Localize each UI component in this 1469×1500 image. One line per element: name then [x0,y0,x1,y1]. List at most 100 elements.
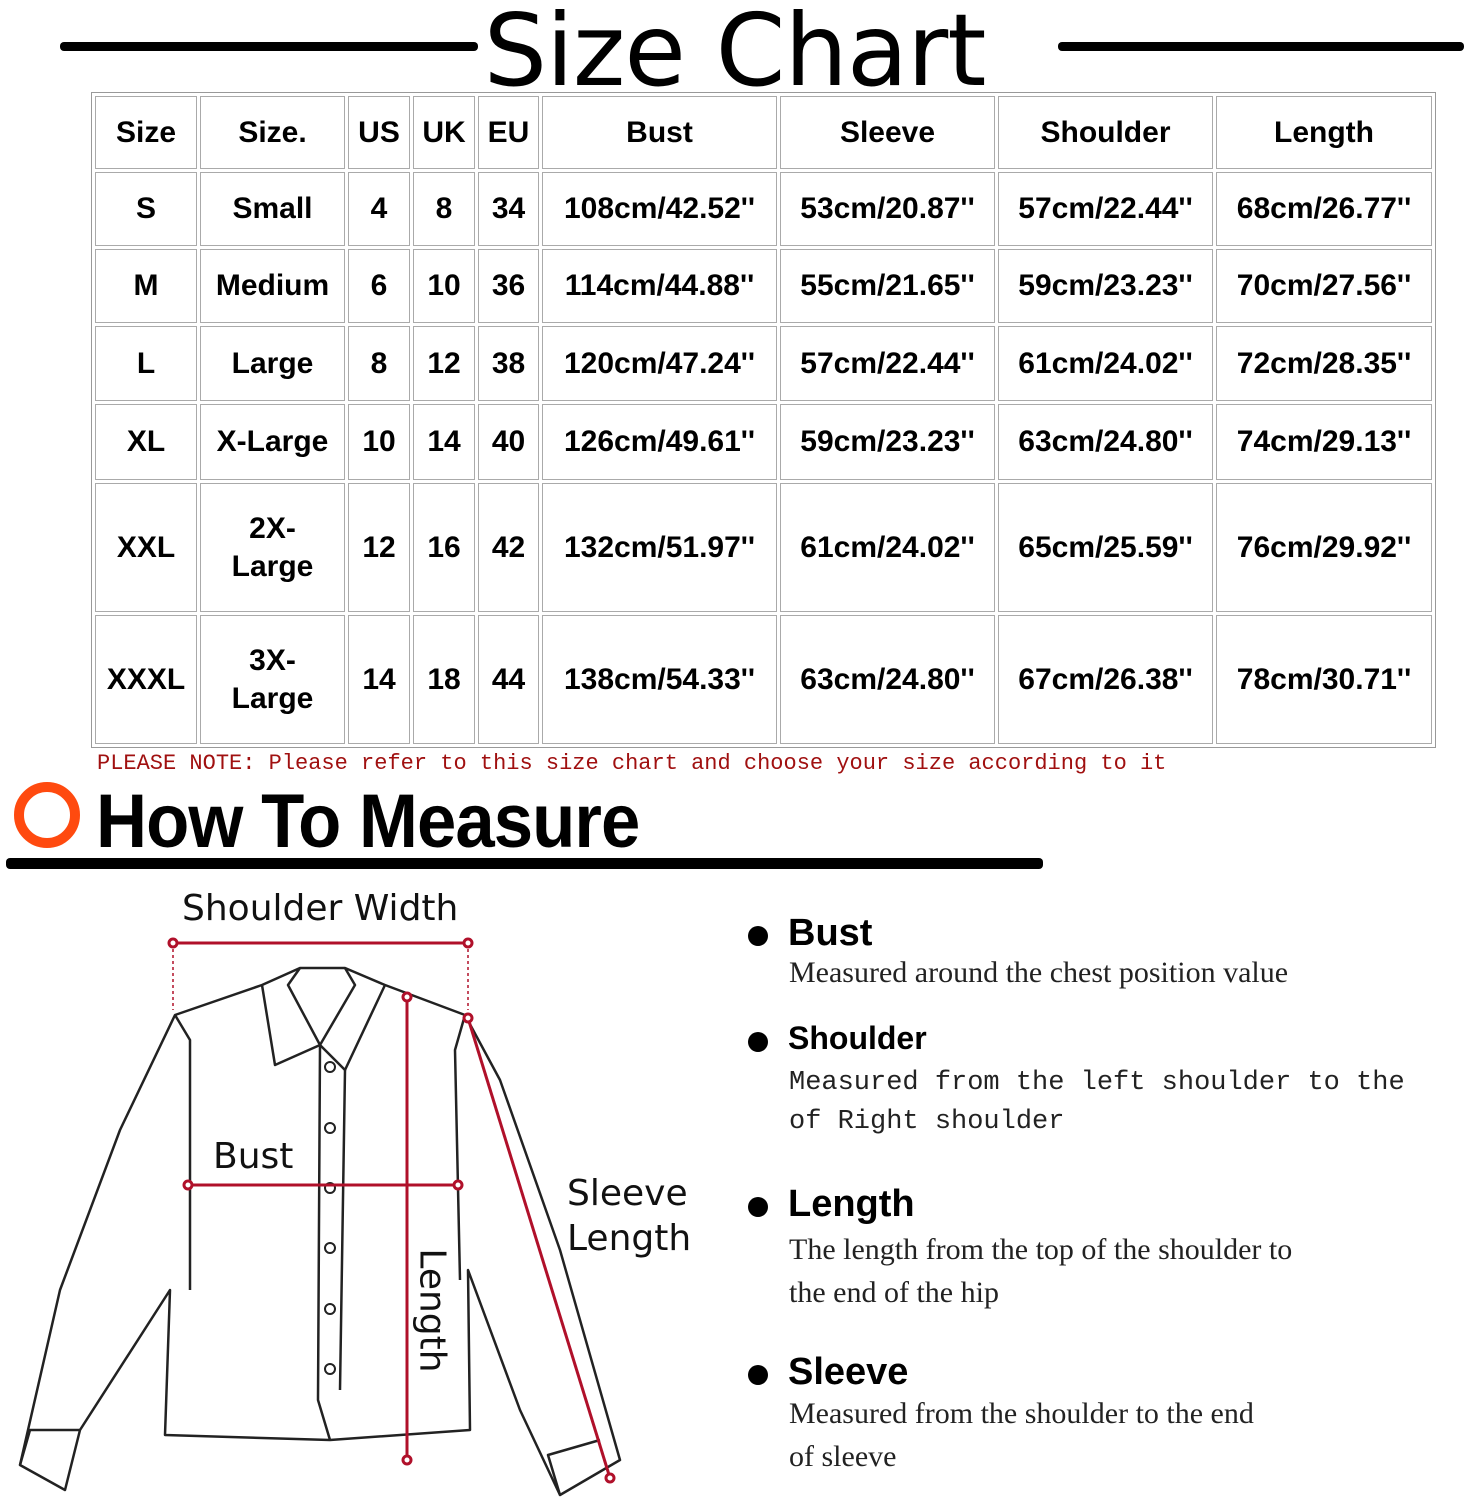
table-cell: 12 [348,483,410,612]
table-cell: 42 [478,483,539,612]
column-header: Length [1216,96,1432,169]
column-header: Size [95,96,197,169]
description-text: of Right shoulder [789,1107,1065,1137]
label-shoulder-width: Shoulder Width [182,888,459,929]
table-cell: Small [200,172,345,246]
table-cell: 16 [413,483,475,612]
table-cell: 57cm/22.44'' [780,326,995,401]
description-title: Shoulder [788,1020,927,1056]
ring-icon [14,782,80,848]
description-title: Length [788,1183,915,1225]
table-cell: L [95,326,197,401]
column-header: Bust [542,96,777,169]
yoke [173,1014,467,1290]
table-cell: 68cm/26.77'' [1216,172,1432,246]
bullet-icon [748,926,768,946]
column-header: EU [478,96,539,169]
column-header: UK [413,96,475,169]
bullet-icon [748,1032,768,1052]
shirt-outline [18,966,622,1497]
description-title: Sleeve [788,1351,909,1393]
section-title: How To Measure [96,779,640,864]
table-cell: 61cm/24.02'' [998,326,1213,401]
table-cell: 61cm/24.02'' [780,483,995,612]
column-header: US [348,96,410,169]
table-cell: 18 [413,615,475,744]
description-text: Measured from the shoulder to the end [789,1397,1254,1430]
table-cell: 120cm/47.24'' [542,326,777,401]
table-cell: XL [95,404,197,480]
table-row: S Small 4 8 34 108cm/42.52'' 53cm/20.87'' 57cm/… [95,172,1432,246]
page-title: Size Chart [483,0,987,109]
table-row: M Medium 6 10 36 114cm/44.88'' 55cm/21.65'' 59c… [95,249,1432,323]
table-cell: 14 [348,615,410,744]
title-rule-left [60,42,478,51]
table-header-row: Size Size. US UK EU Bust Sleeve Shoulder Length [95,96,1432,169]
table-cell: 8 [348,326,410,401]
table-cell: Large [200,326,345,401]
table-cell: 4 [348,172,410,246]
table-cell: X-Large [200,404,345,480]
table-cell: 72cm/28.35'' [1216,326,1432,401]
table-cell: 8 [413,172,475,246]
shirt-diagram [18,937,622,1497]
table-cell: XXXL [95,615,197,744]
label-sleeve-length: Length [567,1218,692,1259]
section-rule [6,858,1043,869]
column-header: Size. [200,96,345,169]
table-cell: 10 [413,249,475,323]
table-cell: 59cm/23.23'' [780,404,995,480]
table-cell: 114cm/44.88'' [542,249,777,323]
table-cell: 57cm/22.44'' [998,172,1213,246]
table-cell: 34 [478,172,539,246]
table-cell: 108cm/42.52'' [542,172,777,246]
table-row: XXXL 3X- Large 14 18 44 138cm/54.33'' 63cm/24.8… [95,615,1432,744]
bullet-icon [748,1365,768,1385]
table-row: L Large 8 12 38 120cm/47.24'' 57cm/22.44'' 61cm… [95,326,1432,401]
size-table: Size Size. US UK EU Bust Sleeve Shoulder Length S… [91,92,1436,748]
table-cell: 12 [413,326,475,401]
table-cell: 67cm/26.38'' [998,615,1213,744]
description-text: the end of the hip [789,1276,999,1309]
table-cell: 40 [478,404,539,480]
table-cell: 10 [348,404,410,480]
table-cell: 53cm/20.87'' [780,172,995,246]
title-rule-right [1058,42,1464,51]
cuffs [18,1428,601,1496]
table-cell: 59cm/23.23'' [998,249,1213,323]
table-cell: 2X- Large [200,483,345,612]
table-cell: 3X- Large [200,615,345,744]
description-text: Measured from the left shoulder to the [789,1068,1405,1098]
table-row: XXL 2X- Large 12 16 42 132cm/51.97'' 61cm/24.02… [95,483,1432,612]
column-header: Shoulder [998,96,1213,169]
table-cell: 126cm/49.61'' [542,404,777,480]
table-cell: 78cm/30.71'' [1216,615,1432,744]
description-text: Measured around the chest position value [789,956,1289,989]
table-cell: 63cm/24.80'' [780,615,995,744]
description-text: of sleeve [789,1440,897,1473]
label-bust: Bust [213,1136,294,1177]
placket [316,1044,347,1441]
table-cell: 63cm/24.80'' [998,404,1213,480]
note-text: PLEASE NOTE: Please refer to this size c… [97,751,1167,776]
table-row: XL X-Large 10 14 40 126cm/49.61'' 59cm/23.23''… [95,404,1432,480]
table-cell: 70cm/27.56'' [1216,249,1432,323]
table-cell: 44 [478,615,539,744]
collar [260,967,387,1072]
table-cell: XXL [95,483,197,612]
bullet-icon [748,1197,768,1217]
table-cell: 132cm/51.97'' [542,483,777,612]
table-cell: S [95,172,197,246]
description-title: Bust [788,912,873,954]
table-cell: 65cm/25.59'' [998,483,1213,612]
table-cell: 74cm/29.13'' [1216,404,1432,480]
table-cell: 55cm/21.65'' [780,249,995,323]
table-cell: 76cm/29.92'' [1216,483,1432,612]
table-cell: Medium [200,249,345,323]
table-cell: 6 [348,249,410,323]
column-header: Sleeve [780,96,995,169]
table-cell: 138cm/54.33'' [542,615,777,744]
description-text: The length from the top of the shoulder … [789,1233,1293,1266]
label-length: Length [411,1248,453,1373]
label-sleeve: Sleeve [567,1173,688,1214]
